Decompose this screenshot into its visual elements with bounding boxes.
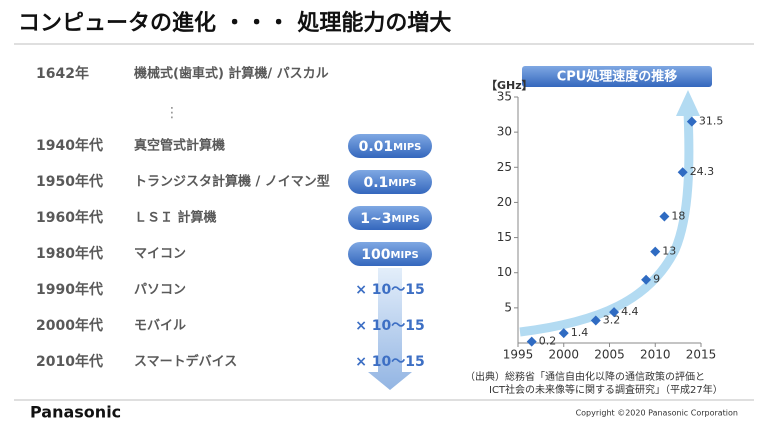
point bbox=[526, 336, 537, 347]
perf-value: 100 bbox=[361, 247, 390, 263]
perf-unit: MIPS bbox=[393, 142, 421, 153]
point-label: 13 bbox=[662, 245, 676, 258]
slide-title: コンピュータの進化 ・・・ 処理能力の増大 bbox=[18, 10, 451, 36]
x-tick-label: 2000 bbox=[548, 348, 579, 362]
perf-value: 0.1 bbox=[363, 175, 388, 191]
perf-label: 1~3MIPS bbox=[360, 211, 419, 227]
point bbox=[650, 246, 661, 257]
y-axis-label: 【GHz】 bbox=[486, 79, 533, 92]
source-line: ICT社会の未来像等に関する調査研究」（平成27年） bbox=[489, 383, 723, 396]
row-desc: マイコン bbox=[134, 247, 186, 262]
row-year: 2000年代 bbox=[36, 317, 103, 334]
chart: 5 10 15 20 25 30 35 1995 2000 2005 2010 2015 0.2 1.4 3… bbox=[497, 90, 724, 362]
multiplier: × 10～15 bbox=[355, 354, 425, 370]
perf-unit: MIPS bbox=[391, 250, 419, 261]
trend-arrow bbox=[368, 268, 412, 390]
point-label: 3.2 bbox=[603, 314, 621, 327]
point bbox=[677, 167, 688, 178]
x-tick-label: 2010 bbox=[640, 348, 671, 362]
point-label: 31.5 bbox=[699, 115, 724, 128]
row-desc: 機械式(歯車式) 計算機/ パスカル bbox=[134, 66, 329, 82]
x-tick-label: 2005 bbox=[594, 348, 625, 362]
perf-pill bbox=[348, 134, 432, 158]
curve-arrow bbox=[519, 111, 694, 337]
perf-pill bbox=[348, 170, 432, 194]
perf-pill bbox=[348, 242, 432, 266]
chart-title: CPU処理速度の推移 bbox=[557, 69, 678, 85]
row-year: 1950年代 bbox=[36, 173, 103, 190]
row-desc: トランジスタ計算機 / ノイマン型 bbox=[134, 174, 330, 190]
y-tick-label: 10 bbox=[497, 265, 512, 279]
row-desc: 真空管式計算機 bbox=[134, 138, 225, 154]
y-tick-label: 5 bbox=[504, 300, 512, 314]
footer-copyright: Copyright ©2020 Panasonic Corporation bbox=[576, 409, 738, 418]
y-tick-label: 35 bbox=[497, 90, 512, 104]
y-tick-label: 30 bbox=[497, 125, 512, 139]
row-desc: モバイル bbox=[134, 319, 186, 334]
multiplier: × 10～15 bbox=[355, 282, 425, 298]
timeline: 1642年 機械式(歯車式) 計算機/ パスカル 1940年代 真空管式計算機 0.01… bbox=[36, 65, 432, 370]
point-label: 9 bbox=[653, 273, 660, 286]
point bbox=[686, 116, 697, 127]
point bbox=[609, 307, 620, 318]
curve-arrow-head bbox=[676, 90, 700, 116]
row-year: 2010年代 bbox=[36, 353, 103, 370]
row-year: 1960年代 bbox=[36, 209, 103, 226]
point-label: 0.2 bbox=[539, 335, 557, 348]
perf-unit: MIPS bbox=[388, 178, 416, 189]
row-year: 1990年代 bbox=[36, 281, 103, 298]
row-year: 1980年代 bbox=[36, 245, 103, 262]
y-tick-label: 15 bbox=[497, 230, 512, 244]
point-label: 24.3 bbox=[690, 165, 715, 178]
perf-value: 0.01 bbox=[359, 139, 394, 155]
footer-brand: Panasonic bbox=[30, 403, 121, 422]
point bbox=[590, 315, 601, 326]
point-label: 18 bbox=[671, 209, 685, 222]
point-label: 1.4 bbox=[571, 326, 589, 339]
point-label: 4.4 bbox=[621, 305, 639, 318]
perf-label: 0.1MIPS bbox=[363, 175, 416, 191]
y-tick-label: 25 bbox=[497, 160, 512, 174]
row-desc: ＬＳＩ 計算機 bbox=[134, 210, 217, 226]
row-year: 1642年 bbox=[36, 65, 89, 82]
row-desc: スマートデバイス bbox=[134, 354, 237, 370]
ellipsis: ⋮ bbox=[165, 105, 179, 121]
perf-label: 100MIPS bbox=[361, 247, 418, 263]
row-desc: パソコン bbox=[134, 283, 186, 298]
x-tick-label: 1995 bbox=[503, 348, 534, 362]
perf-unit: MIPS bbox=[392, 214, 420, 225]
y-tick-label: 20 bbox=[497, 195, 512, 209]
perf-pill bbox=[348, 206, 432, 230]
point bbox=[558, 328, 569, 339]
perf-value: 1~3 bbox=[360, 211, 391, 227]
point bbox=[659, 211, 670, 222]
row-year: 1940年代 bbox=[36, 137, 103, 154]
x-tick-label: 2015 bbox=[686, 348, 717, 362]
chart-title-box bbox=[522, 66, 712, 87]
source-line: （出典）総務省「通信自由化以降の通信政策の評価と bbox=[465, 370, 705, 383]
perf-label: 0.01MIPS bbox=[359, 139, 422, 155]
point bbox=[641, 274, 652, 285]
multiplier: × 10～15 bbox=[355, 318, 425, 334]
